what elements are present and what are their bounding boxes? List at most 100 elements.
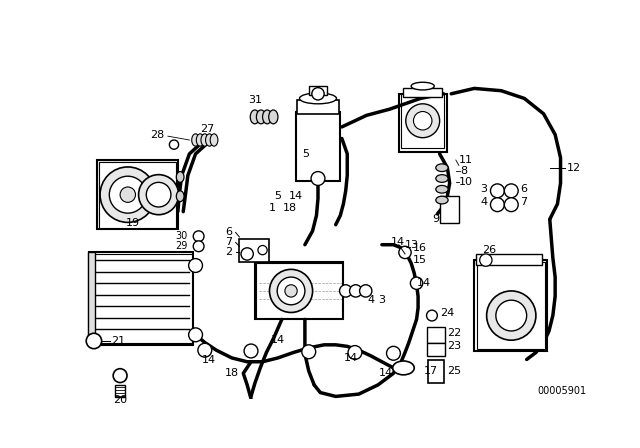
Bar (239, 238, 269, 262)
Bar (91, 254, 192, 343)
Text: 1: 1 (269, 203, 276, 213)
Circle shape (349, 285, 362, 297)
Bar (401, 94, 444, 148)
Ellipse shape (201, 134, 209, 146)
Ellipse shape (436, 164, 448, 172)
Text: 2: 2 (225, 247, 232, 258)
Bar (427, 327, 445, 343)
Bar (257, 263, 342, 318)
Circle shape (113, 369, 127, 383)
Ellipse shape (176, 191, 184, 202)
Circle shape (189, 258, 202, 272)
Circle shape (244, 344, 258, 358)
Ellipse shape (205, 134, 213, 146)
Text: 14: 14 (202, 355, 216, 365)
Circle shape (241, 248, 253, 260)
Text: 16: 16 (413, 243, 427, 253)
Ellipse shape (170, 140, 179, 149)
Text: 15: 15 (413, 255, 427, 265)
Text: 14: 14 (379, 368, 393, 378)
Circle shape (486, 291, 536, 340)
Circle shape (340, 285, 352, 297)
Text: 29: 29 (175, 241, 188, 251)
Circle shape (147, 182, 171, 207)
Text: 6: 6 (520, 184, 527, 194)
Text: 18: 18 (282, 203, 296, 213)
Text: 14: 14 (344, 353, 358, 363)
Text: 22: 22 (447, 327, 461, 337)
Circle shape (496, 300, 527, 331)
Circle shape (258, 246, 267, 255)
Ellipse shape (250, 110, 259, 124)
Bar (308, 86, 327, 95)
Text: 31: 31 (248, 95, 262, 105)
Text: 8: 8 (460, 166, 468, 176)
Bar (296, 112, 340, 181)
Text: 14: 14 (391, 237, 405, 247)
Circle shape (198, 343, 212, 357)
Text: 25: 25 (447, 366, 461, 376)
Ellipse shape (176, 172, 184, 182)
Bar (88, 252, 95, 345)
Text: 14: 14 (271, 335, 285, 345)
Text: 6: 6 (225, 228, 232, 237)
Bar (476, 254, 542, 265)
Circle shape (311, 172, 325, 185)
Ellipse shape (436, 196, 448, 204)
Circle shape (490, 184, 504, 198)
Text: 27: 27 (200, 124, 214, 134)
Ellipse shape (210, 134, 218, 146)
Circle shape (387, 346, 401, 360)
Ellipse shape (262, 110, 272, 124)
Circle shape (120, 187, 136, 202)
Text: 14: 14 (417, 278, 431, 288)
Text: 5: 5 (301, 149, 308, 159)
Text: 3: 3 (481, 184, 488, 194)
Circle shape (139, 175, 179, 215)
Ellipse shape (393, 361, 414, 375)
Circle shape (360, 285, 372, 297)
Text: 13: 13 (405, 240, 419, 250)
Circle shape (86, 333, 102, 349)
Text: 12: 12 (566, 163, 581, 173)
Text: 5: 5 (275, 191, 282, 201)
Circle shape (312, 88, 324, 100)
Text: 19: 19 (126, 218, 140, 228)
Text: 30: 30 (175, 231, 188, 241)
Bar (255, 262, 344, 319)
Text: 4: 4 (480, 198, 488, 207)
Circle shape (277, 277, 305, 305)
Circle shape (504, 184, 518, 198)
Bar (115, 385, 125, 397)
Text: 17: 17 (424, 366, 438, 376)
Text: 9: 9 (433, 214, 440, 224)
Bar (399, 94, 447, 151)
Circle shape (193, 241, 204, 252)
Bar (474, 260, 547, 351)
Ellipse shape (196, 134, 204, 146)
Circle shape (410, 277, 422, 289)
Bar (403, 88, 442, 97)
Circle shape (490, 198, 504, 211)
Circle shape (413, 112, 432, 130)
Text: 14: 14 (289, 191, 303, 201)
Text: 26: 26 (482, 245, 496, 255)
Text: 20: 20 (113, 395, 127, 405)
Ellipse shape (300, 93, 337, 104)
Circle shape (406, 104, 440, 138)
Text: 3: 3 (378, 295, 385, 305)
Circle shape (189, 328, 202, 342)
Text: 18: 18 (225, 368, 239, 378)
Circle shape (269, 269, 312, 313)
Text: 21: 21 (111, 336, 125, 346)
Circle shape (285, 285, 297, 297)
Ellipse shape (436, 175, 448, 182)
Ellipse shape (257, 110, 266, 124)
Text: 28: 28 (150, 129, 164, 140)
Bar (440, 196, 459, 223)
Circle shape (348, 345, 362, 359)
Text: 4: 4 (367, 295, 374, 305)
Text: 7: 7 (225, 237, 232, 247)
Bar (477, 263, 545, 349)
Bar (99, 162, 176, 228)
